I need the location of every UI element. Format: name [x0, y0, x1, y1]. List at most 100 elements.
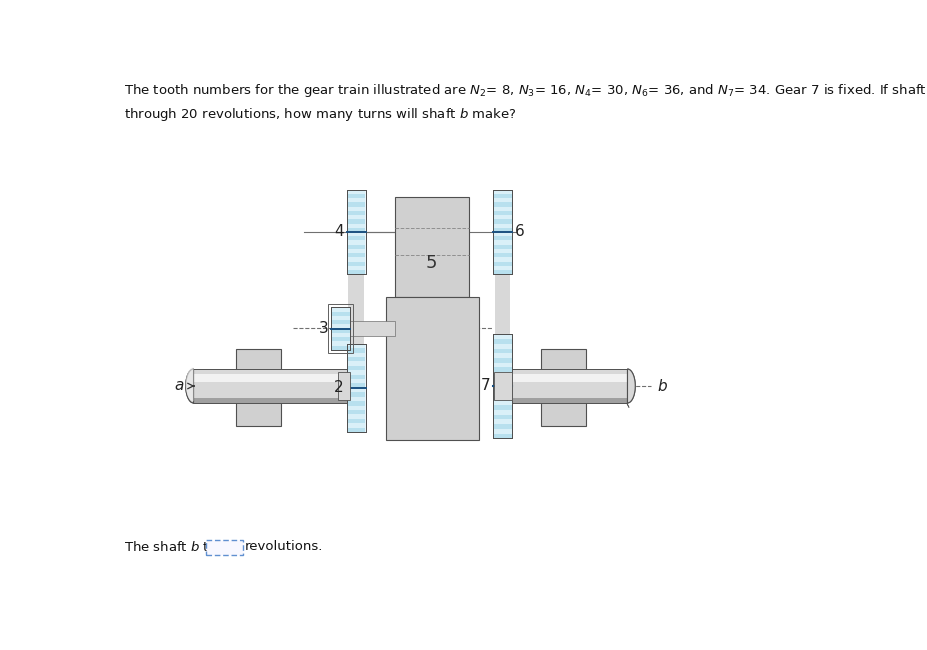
Bar: [493, 348, 511, 354]
Bar: [493, 429, 511, 434]
Bar: [493, 344, 511, 348]
Bar: [347, 361, 364, 366]
Bar: [347, 253, 364, 257]
Bar: [493, 224, 511, 228]
Text: $a$: $a$: [173, 378, 184, 393]
Bar: [347, 374, 364, 379]
Polygon shape: [626, 403, 629, 408]
Bar: [347, 207, 364, 211]
Bar: [332, 316, 349, 320]
Bar: [493, 382, 511, 386]
Bar: [347, 419, 364, 423]
Bar: [347, 352, 364, 357]
Bar: [493, 334, 512, 438]
Bar: [332, 307, 349, 312]
Bar: [347, 190, 365, 274]
Bar: [347, 202, 364, 207]
Bar: [347, 249, 364, 254]
Polygon shape: [185, 367, 194, 401]
Bar: [347, 388, 364, 393]
Bar: [493, 202, 511, 207]
Bar: [494, 398, 627, 403]
Bar: [493, 244, 511, 249]
Bar: [493, 334, 512, 438]
Bar: [347, 370, 364, 374]
Text: The tooth numbers for the gear train illustrated are $N_2$= 8, $N_3$= 16, $N_4$=: The tooth numbers for the gear train ill…: [123, 82, 927, 123]
Bar: [493, 348, 511, 354]
Bar: [347, 344, 365, 432]
Bar: [194, 369, 349, 403]
Bar: [493, 410, 511, 415]
Bar: [349, 190, 363, 407]
Bar: [493, 198, 511, 202]
Bar: [493, 406, 511, 410]
Bar: [347, 393, 364, 396]
Bar: [347, 198, 364, 202]
Polygon shape: [627, 369, 635, 403]
Bar: [347, 270, 364, 274]
Bar: [347, 190, 365, 274]
Bar: [493, 215, 511, 219]
Bar: [493, 236, 511, 240]
Bar: [347, 384, 364, 388]
Bar: [347, 249, 364, 254]
Bar: [347, 198, 364, 202]
Bar: [347, 262, 364, 266]
Bar: [493, 354, 511, 358]
Bar: [493, 262, 511, 266]
Bar: [493, 190, 512, 274]
Bar: [493, 190, 512, 274]
Bar: [347, 396, 364, 401]
Bar: [332, 329, 349, 333]
Bar: [194, 398, 349, 403]
Text: 6: 6: [514, 224, 525, 239]
Bar: [347, 406, 364, 410]
Bar: [493, 219, 511, 224]
Bar: [493, 400, 511, 406]
Bar: [347, 428, 364, 432]
Bar: [493, 232, 511, 236]
Bar: [328, 304, 353, 353]
Bar: [493, 358, 511, 363]
Bar: [493, 270, 511, 274]
Bar: [493, 334, 511, 339]
Bar: [493, 227, 511, 232]
Bar: [332, 312, 349, 316]
Bar: [493, 415, 511, 419]
Bar: [332, 341, 349, 346]
Bar: [347, 211, 364, 215]
Bar: [493, 224, 511, 228]
Bar: [347, 270, 364, 274]
Bar: [332, 337, 349, 341]
Bar: [493, 240, 511, 244]
Bar: [347, 361, 364, 366]
Bar: [493, 190, 511, 194]
Bar: [494, 372, 512, 400]
Bar: [347, 415, 364, 419]
Bar: [493, 434, 511, 438]
Bar: [386, 298, 478, 440]
Bar: [493, 266, 511, 270]
Bar: [347, 202, 364, 207]
Bar: [493, 257, 511, 262]
Bar: [347, 384, 364, 388]
Bar: [347, 215, 364, 219]
Bar: [332, 333, 349, 337]
Text: The shaft $b$ turns: The shaft $b$ turns: [123, 540, 239, 554]
Bar: [347, 236, 364, 240]
Bar: [493, 249, 511, 254]
Bar: [347, 344, 365, 432]
Bar: [338, 372, 349, 400]
Bar: [347, 190, 364, 194]
Bar: [347, 415, 364, 419]
Bar: [395, 198, 468, 298]
Bar: [347, 401, 364, 406]
Bar: [235, 400, 281, 426]
Bar: [493, 262, 511, 266]
Bar: [332, 324, 349, 329]
Bar: [493, 391, 511, 396]
Bar: [493, 354, 511, 358]
Bar: [347, 428, 364, 432]
Bar: [347, 224, 364, 228]
Bar: [493, 215, 511, 219]
